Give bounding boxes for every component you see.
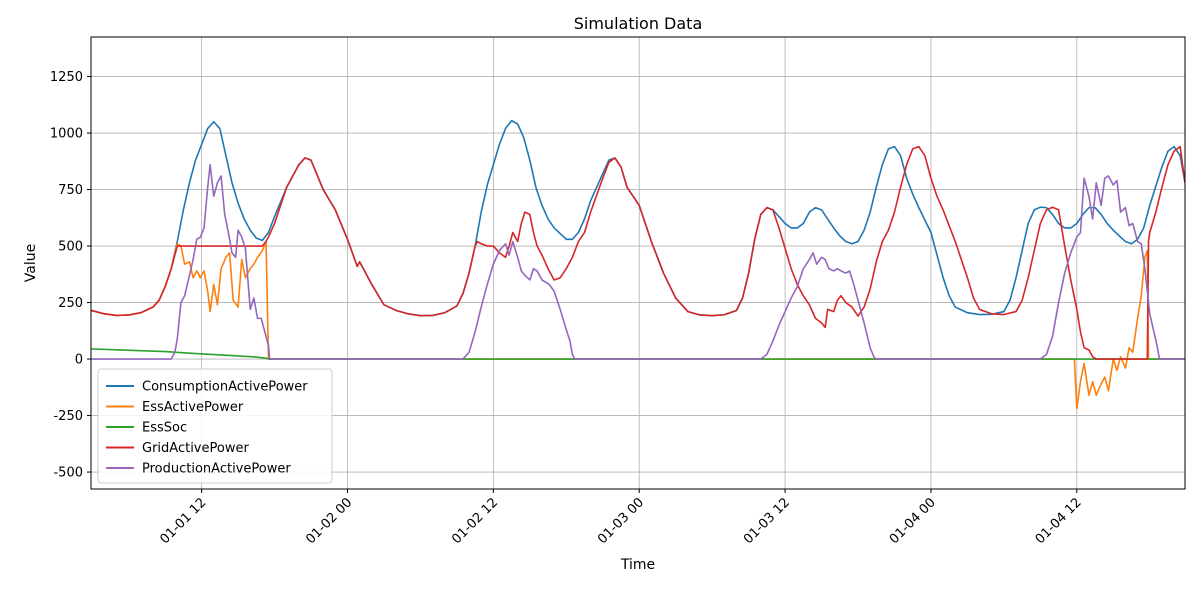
y-tick-label: 1250 [50,70,83,85]
y-tick-label: 500 [58,240,83,255]
x-tick-label: 01-04 00 [887,495,939,547]
y-tick-label: 250 [58,296,83,311]
legend-label-consumption-active-power: ConsumptionActivePower [142,380,308,395]
plot-frame [90,36,1186,490]
series-line-production-active-power [91,163,1185,360]
x-tick-label: 01-02 00 [303,495,355,547]
y-tick-label: 1000 [50,127,83,142]
x-tick-label: 01-03 12 [741,495,793,547]
series-line-ess-soc [91,348,1185,360]
y-tick-label: 0 [75,353,83,368]
chart-title: Simulation Data [574,14,703,33]
x-axis-label: Time [620,557,655,573]
x-tick-label: 01-02 12 [449,495,501,547]
series-layer [91,119,1185,410]
legend-label-production-active-power: ProductionActivePower [142,462,291,477]
x-tick-label: 01-03 00 [595,495,647,547]
x-tick-label: 01-01 12 [158,495,210,547]
legend-box [97,368,333,484]
x-tick-label: 01-04 12 [1033,495,1085,547]
y-tick-label: -250 [53,409,83,424]
series-line-grid-active-power [91,145,1185,360]
series-line-consumption-active-power [91,119,1185,317]
legend-label-grid-active-power: GridActivePower [142,441,249,456]
legend-label-ess-active-power: EssActivePower [142,400,244,415]
y-tick-label: -500 [53,466,83,481]
y-tick-label: 750 [58,183,83,198]
legend-label-ess-soc: EssSoc [142,421,187,436]
legend: ConsumptionActivePower EssActivePower EssS… [97,368,333,484]
y-axis-label: Value [23,244,39,282]
